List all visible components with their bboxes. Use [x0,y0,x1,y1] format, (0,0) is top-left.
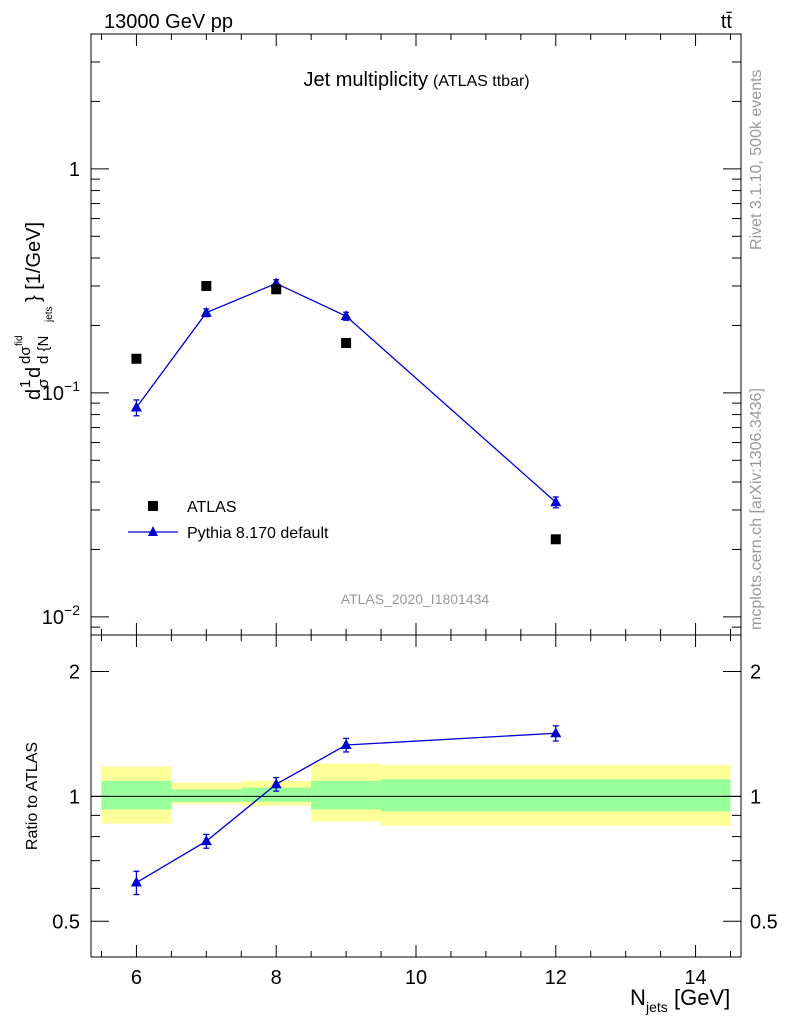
ratio-band-inner [171,789,242,802]
main-panel: 10−2 10−1 1 Jet multiplicity (ATLAS ttbar)… [14,33,742,636]
legend-pythia-marker [148,526,158,536]
ratio-point [340,739,352,750]
x-axis-label-unit: [GeV] [674,985,730,1010]
ratio-ticks: 6 8 10 12 140.5 0.51 12 2 [52,635,778,989]
legend: ATLAS Pythia 8.170 default [128,499,329,542]
y-tick-label: 1 [69,159,80,181]
ratio-y-axis-label: Ratio to ATLAS [24,742,41,850]
main-data [130,277,562,545]
main-ticks: 10−2 10−1 1 [42,33,741,635]
ylabel-fid: fid [14,335,25,346]
process-label: tt̄ [721,11,733,33]
chart-title-note: (ATLAS ttbar) [433,73,530,90]
legend-atlas-label: ATLAS [187,499,237,516]
ylabel-jets: jets [44,306,55,323]
ylabel-d2: d [23,367,45,378]
ratio-y-tick-label: 0.5 [52,911,80,933]
ratio-band-inner [311,780,382,810]
rivet-version-label: Rivet 3.1.10, 500k events [748,69,765,250]
ratio-band-inner [381,779,731,812]
ratio-bands [101,763,731,826]
x-axis-label-n: N [630,985,646,1010]
ylabel-dn: d {N [35,336,52,364]
y-tick-label: 10−2 [42,602,80,629]
ratio-point [130,876,142,887]
ylabel-dsigma: dσ [17,346,34,364]
ratio-data [130,725,562,896]
y-tick-label: 10−1 [42,378,80,405]
chart-title: Jet multiplicity [304,69,428,91]
ratio-point [200,835,212,846]
atlas-point [550,534,561,545]
ratio-y-tick-label-right: 0.5 [750,911,778,933]
x-tick-label: 6 [131,967,142,989]
energy-label: 13000 GeV pp [104,11,233,33]
x-tick-label: 10 [405,967,427,989]
legend-atlas-marker [148,501,158,511]
pythia-point [130,401,142,412]
pythia-point [550,496,562,507]
main-frame [90,33,742,636]
ratio-band-inner [101,780,172,810]
ratio-panel: 6 8 10 12 140.5 0.51 12 2 Ratio to ATLAS N jets… [24,634,778,1015]
ratio-y-tick-label-right: 2 [750,662,761,684]
ratio-point [270,778,282,789]
x-tick-label: 8 [271,967,282,989]
ylabel-d1: d [23,389,45,400]
mcplots-label: mcplots.cern.ch [arXiv:1306.3436] [748,388,765,630]
x-axis-label: N jets [GeV] [630,985,730,1015]
x-tick-label: 12 [545,967,567,989]
ylabel-sigma: σ [35,378,52,388]
ratio-y-tick-label: 2 [69,662,80,684]
pythia-point [340,310,352,321]
atlas-point [271,284,282,295]
atlas-point [201,280,212,291]
ylabel-one: 1 [17,380,34,388]
atlas-point [131,353,142,364]
legend-pythia-label: Pythia 8.170 default [187,525,329,542]
atlas-point [341,337,352,348]
pythia-point [200,306,212,317]
x-tick-label: 14 [684,967,706,989]
main-y-axis-label: d 1 σ d dσ fid d {N jets } [1/GeV] [14,222,55,400]
analysis-id-label: ATLAS_2020_I1801434 [341,591,490,607]
x-axis-label-sub: jets [645,999,668,1015]
ratio-point [550,727,562,738]
ylabel-close: } [1/GeV] [23,222,45,302]
ratio-y-tick-label: 1 [69,786,80,808]
ratio-y-tick-label-right: 1 [750,786,761,808]
